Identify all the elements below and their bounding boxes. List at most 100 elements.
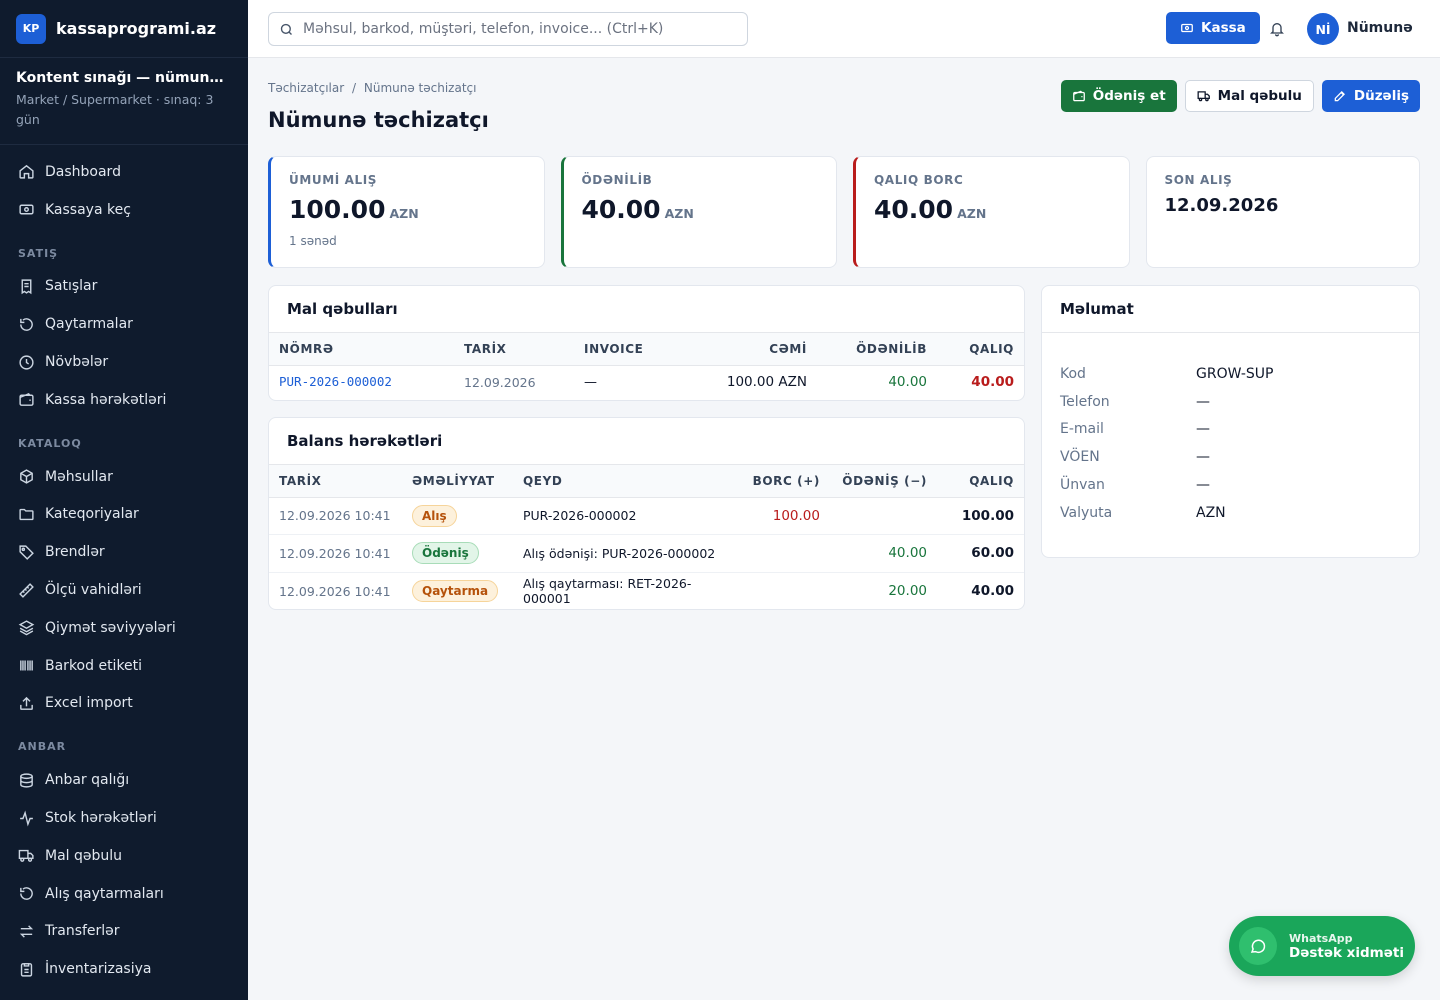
stat-last-purchase: SON ALIŞ 12.09.2026 (1145, 156, 1420, 268)
breadcrumb-parent-link[interactable]: Təchizatçılar (268, 81, 345, 95)
sidebar-item-purchase-returns[interactable]: Alış qaytarmaları (0, 875, 248, 913)
operation-badge: Ödəniş (412, 542, 479, 565)
truck-icon (1197, 91, 1210, 102)
operation-badge: Qaytarma (412, 580, 499, 602)
sidebar-item-units[interactable]: Ölçü vahidləri (0, 571, 248, 609)
info-key: Kod (1060, 365, 1086, 382)
goods-receipt-button[interactable]: Mal qəbulu (1184, 80, 1314, 112)
info-key: VÖEN (1060, 449, 1100, 466)
sidebar-item-label: Transferlər (45, 923, 120, 940)
column-header: QALIQ (937, 465, 1024, 498)
user-name[interactable]: Nümunə (1347, 20, 1413, 36)
sidebar-item-label: Alış qaytarmaları (45, 885, 164, 902)
sidebar-item-label: Kassaya keç (45, 201, 131, 218)
tenant-info[interactable]: Kontent sınağı — nümun… Market / Superma… (0, 58, 248, 145)
cell-note: PUR-2026-000002 (513, 497, 730, 535)
tenant-name: Kontent sınağı — nümun… (16, 70, 224, 86)
sidebar-item-label: Qaytarmalar (45, 316, 133, 333)
kassa-button[interactable]: Kassa (1166, 12, 1260, 44)
sidebar-item-stock-movements[interactable]: Stok hərəkətləri (0, 799, 248, 837)
sidebar-item-label: Kateqoriyalar (45, 506, 139, 523)
sidebar-item-label: Mal qəbulu (45, 847, 123, 864)
table-row[interactable]: 12.09.2026 10:41 Qaytarma Alış qaytarmas… (269, 572, 1024, 609)
avatar[interactable]: Nİ (1307, 13, 1339, 45)
sidebar-item-label: Satışlar (45, 278, 98, 295)
cell-debt (730, 534, 830, 573)
sidebar-item-kassa[interactable]: Kassaya keç (0, 191, 248, 229)
edit-icon (1334, 91, 1345, 102)
sidebar-item-label: Ölçü vahidləri (45, 582, 142, 599)
info-row: Ünvan — (1060, 471, 1401, 499)
table-row[interactable]: 12.09.2026 10:41 Alış PUR-2026-000002 10… (269, 497, 1024, 535)
sidebar-item-label: Növbələr (45, 354, 109, 371)
tenant-subtitle: Market / Supermarket · sınaq: 3 gün (16, 92, 214, 127)
search-box[interactable] (268, 12, 748, 46)
operation-badge: Alış (412, 504, 457, 527)
column-header: ÖDƏNİŞ (−) (830, 465, 937, 498)
brand[interactable]: KP kassaprogrami.az (0, 0, 248, 58)
brand-name: kassaprogrami.az (56, 19, 217, 38)
sidebar-item-goods-receipt[interactable]: Mal qəbulu (0, 837, 248, 875)
sidebar-item-products[interactable]: Məhsullar (0, 458, 248, 496)
sidebar-item-stock[interactable]: Anbar qalığı (0, 761, 248, 799)
table-row[interactable]: 12.09.2026 10:41 Ödəniş Alış ödənişi: PU… (269, 534, 1024, 573)
sidebar-item-sales[interactable]: Satışlar (0, 268, 248, 306)
sidebar-item-returns[interactable]: Qaytarmalar (0, 305, 248, 343)
stat-label: QALIQ BORC (874, 173, 964, 187)
sidebar-item-inventory[interactable]: İnventarizasiya (0, 950, 248, 988)
cell-total: 100.00 AZN (726, 374, 807, 391)
sidebar-item-cash-movements[interactable]: Kassa hərəkətləri (0, 381, 248, 419)
truck-icon (18, 850, 34, 863)
sidebar-item-excel-import[interactable]: Excel import (0, 685, 248, 723)
edit-button[interactable]: Düzəliş (1321, 80, 1420, 112)
upload-icon (20, 696, 33, 710)
cell-debt: 100.00 (730, 497, 830, 535)
stat-currency: AZN (664, 206, 694, 221)
cell-paid: 40.00 (888, 374, 927, 391)
edit-button-label: Düzəliş (1353, 88, 1409, 104)
sidebar-item-barcode[interactable]: Barkod etiketi (0, 647, 248, 685)
column-header: ÖDƏNİLİB (817, 333, 937, 366)
pay-button[interactable]: Ödəniş et (1060, 80, 1177, 112)
sidebar-item-brands[interactable]: Brendlər (0, 533, 248, 571)
cell-number[interactable]: PUR-2026-000002 (269, 365, 454, 399)
sidebar-item-label: Anbar qalığı (45, 772, 130, 789)
receipt-number-link[interactable]: PUR-2026-000002 (279, 374, 392, 390)
wallet-icon (19, 393, 34, 407)
cell-remaining: 40.00 (971, 374, 1014, 391)
info-key: Valyuta (1060, 504, 1113, 521)
stat-total-purchase: ÜMUMİ ALIŞ 100.00 AZN 1 sənəd (268, 156, 545, 268)
sidebar-item-categories[interactable]: Kateqoriyalar (0, 496, 248, 534)
sidebar-item-transfers[interactable]: Transferlər (0, 913, 248, 951)
folder-icon (19, 508, 34, 521)
balance-table: TARİX ƏMƏLİYYAT QEYD BORC (+) ÖDƏNİŞ (−)… (269, 465, 1024, 609)
support-label-big: Dəstək xidməti (1289, 944, 1404, 961)
sidebar-item-label: Stok hərəkətləri (45, 810, 157, 827)
column-header: CƏMİ (684, 333, 817, 366)
stat-currency: AZN (389, 206, 419, 221)
sidebar-item-shifts[interactable]: Növbələr (0, 343, 248, 381)
activity-icon (20, 810, 33, 827)
column-header: BORC (+) (730, 465, 830, 498)
whatsapp-support-button[interactable]: WhatsApp Dəstək xidməti (1229, 916, 1415, 976)
barcode-icon (20, 660, 33, 671)
pay-button-label: Ödəniş et (1092, 88, 1166, 104)
sidebar-item-dashboard[interactable]: Dashboard (0, 153, 248, 191)
database-icon (20, 773, 33, 788)
stat-currency: AZN (957, 206, 987, 221)
support-text: WhatsApp Dəstək xidməti (1289, 932, 1404, 961)
info-key: Telefon (1060, 393, 1110, 410)
info-list: Kod GROW-SUP Telefon — E-mail — VÖEN — Ünvan… (1042, 333, 1419, 527)
info-key: E-mail (1060, 421, 1104, 438)
search-input[interactable] (303, 21, 737, 37)
sidebar-item-price-levels[interactable]: Qiymət səviyyələri (0, 609, 248, 647)
cell-date: 12.09.2026 10:41 (269, 497, 402, 535)
clipboard-icon (20, 962, 33, 977)
bell-icon[interactable] (1269, 20, 1285, 38)
receipt-icon (21, 279, 32, 295)
info-value: — (1196, 449, 1210, 466)
table-row[interactable]: PUR-2026-000002 12.09.2026 — 100.00 AZN … (269, 365, 1024, 399)
info-value: AZN (1196, 504, 1226, 521)
column-header: TARİX (454, 333, 574, 366)
stat-paid: ÖDƏNİLİB 40.00 AZN (560, 156, 837, 268)
